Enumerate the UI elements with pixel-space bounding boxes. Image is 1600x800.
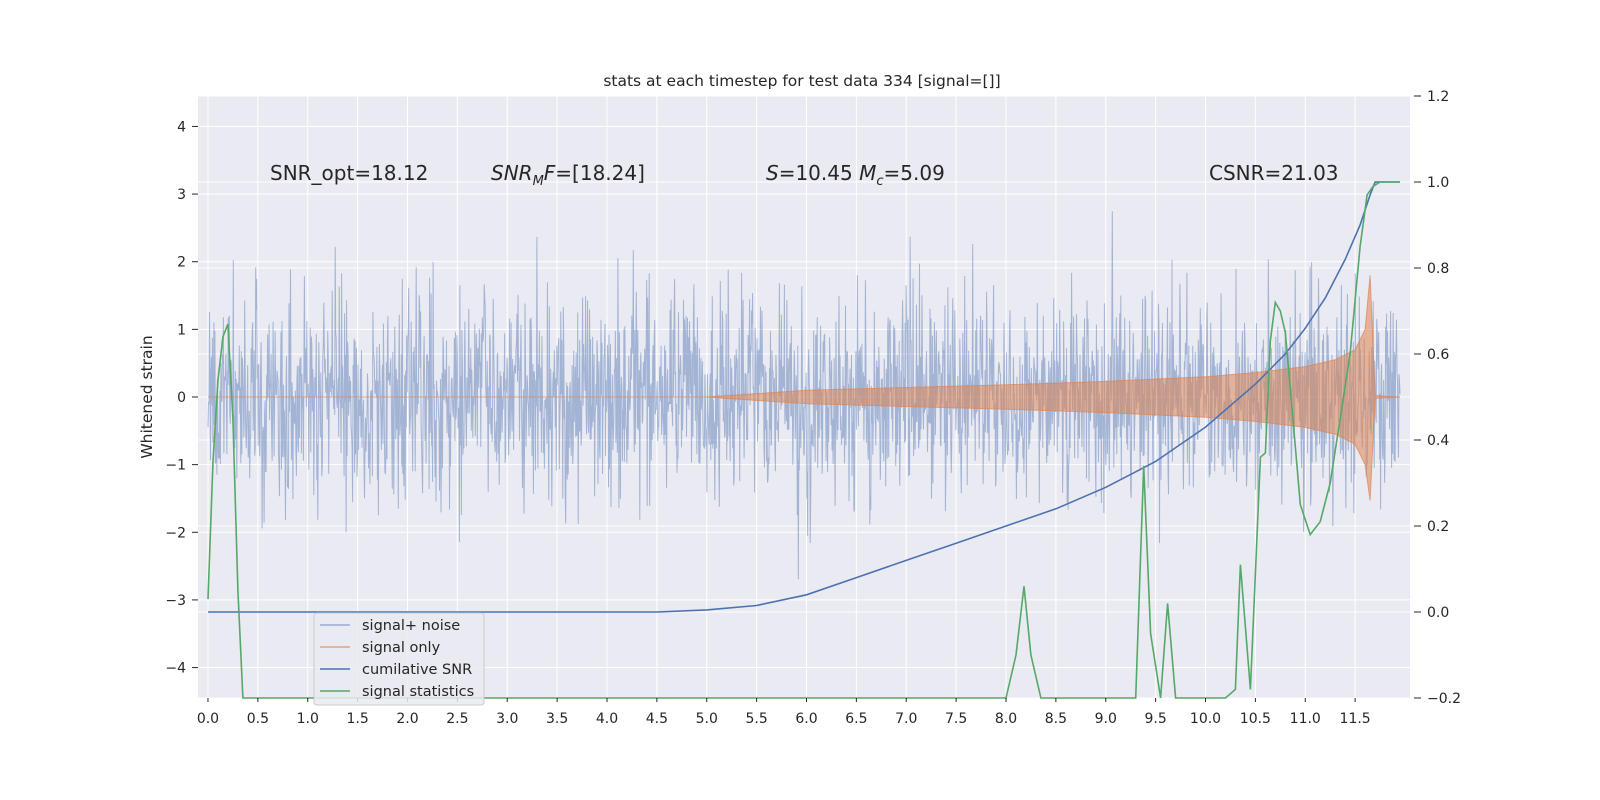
y2-tick-label: 1.2: [1427, 89, 1449, 105]
x-tick-label: 0.0: [197, 711, 219, 727]
legend-label-signal-statistics: signal statistics: [362, 684, 474, 700]
x-tick-label: 5.0: [696, 711, 718, 727]
annotation-s-mc: S=10.45 Mc=5.09: [766, 161, 945, 189]
x-tick-label: 7.0: [895, 711, 917, 727]
x-tick-label: 9.0: [1095, 711, 1117, 727]
x-tick-label: 6.0: [795, 711, 817, 727]
y-tick-label: −3: [165, 593, 186, 609]
x-tick-label: 8.0: [995, 711, 1017, 727]
y2-tick-label: 1.0: [1427, 175, 1449, 191]
x-tick-label: 7.5: [945, 711, 967, 727]
x-tick-label: 1.5: [346, 711, 368, 727]
x-tick-label: 10.0: [1190, 711, 1221, 727]
y-axis-label: Whitened strain: [138, 335, 156, 458]
x-tick-label: 2.0: [396, 711, 418, 727]
x-tick-label: 5.5: [745, 711, 767, 727]
cumulative-snr-line: [208, 181, 1400, 613]
signal-statistics-line: [207, 181, 1400, 699]
y2-tick-label: 0.6: [1427, 347, 1449, 363]
chart-title: stats at each timestep for test data 334…: [603, 72, 1000, 90]
y-tick-label: −1: [165, 458, 186, 474]
legend-box: [313, 612, 485, 706]
x-tick-label: 11.0: [1290, 711, 1321, 727]
annotation-snr-opt: SNR_opt=18.12: [270, 161, 428, 185]
x-tick-label: 3.5: [546, 711, 568, 727]
y2-tick-label: 0.2: [1427, 519, 1449, 535]
x-tick-label: 10.5: [1240, 711, 1271, 727]
y-tick-label: 1: [177, 322, 186, 338]
series-cumulative-snr: [208, 181, 1400, 613]
y2-tick-label: −0.2: [1427, 691, 1461, 707]
legend-label-signal-only: signal only: [362, 640, 441, 656]
x-tick-label: 9.5: [1144, 711, 1166, 727]
signal-noise-trace: [207, 211, 1401, 580]
y2-tick-label: 0.8: [1427, 261, 1449, 277]
x-tick-label: 4.0: [596, 711, 618, 727]
y-tick-label: −2: [165, 525, 186, 541]
series-signal-noise: [207, 211, 1401, 580]
signal-only-envelope: [208, 275, 1401, 501]
legend: signal+ noise signal only cumilative SNR…: [313, 612, 485, 706]
y-axis-ticks: 4 3 2 1 0 −1 −2 −3 −4: [165, 119, 198, 677]
y-tick-label: 4: [177, 119, 186, 135]
series-signal-only: [208, 275, 1401, 501]
x-tick-label: 3.0: [496, 711, 518, 727]
legend-label-cumulative-snr: cumilative SNR: [362, 662, 472, 678]
annotation-snr-mf: SNRMF=[18.24]: [491, 161, 645, 189]
x-tick-label: 11.5: [1340, 711, 1371, 727]
x-tick-label: 1.0: [297, 711, 319, 727]
y-tick-label: −4: [165, 661, 186, 677]
y-tick-label: 0: [177, 390, 186, 406]
y2-axis-ticks: 1.2 1.0 0.8 0.6 0.4 0.2 0.0 −0.2: [1414, 89, 1461, 707]
x-tick-label: 8.5: [1045, 711, 1067, 727]
x-tick-label: 6.5: [845, 711, 867, 727]
y-tick-label: 2: [177, 255, 186, 271]
y-tick-label: 3: [177, 187, 186, 203]
series-signal-statistics: [207, 181, 1400, 699]
y2-tick-label: 0.4: [1427, 433, 1449, 449]
x-tick-label: 4.5: [646, 711, 668, 727]
legend-label-signal-noise: signal+ noise: [362, 618, 460, 634]
x-tick-label: 2.5: [446, 711, 468, 727]
x-tick-label: 0.5: [247, 711, 269, 727]
y2-tick-label: 0.0: [1427, 605, 1449, 621]
x-axis-ticks: 0.0 0.5 1.0 1.5 2.0 2.5 3.0 3.5 4.0 4.5 5.0 5.5 6.0 6…: [197, 698, 1371, 727]
annotation-csnr: CSNR=21.03: [1209, 161, 1339, 185]
